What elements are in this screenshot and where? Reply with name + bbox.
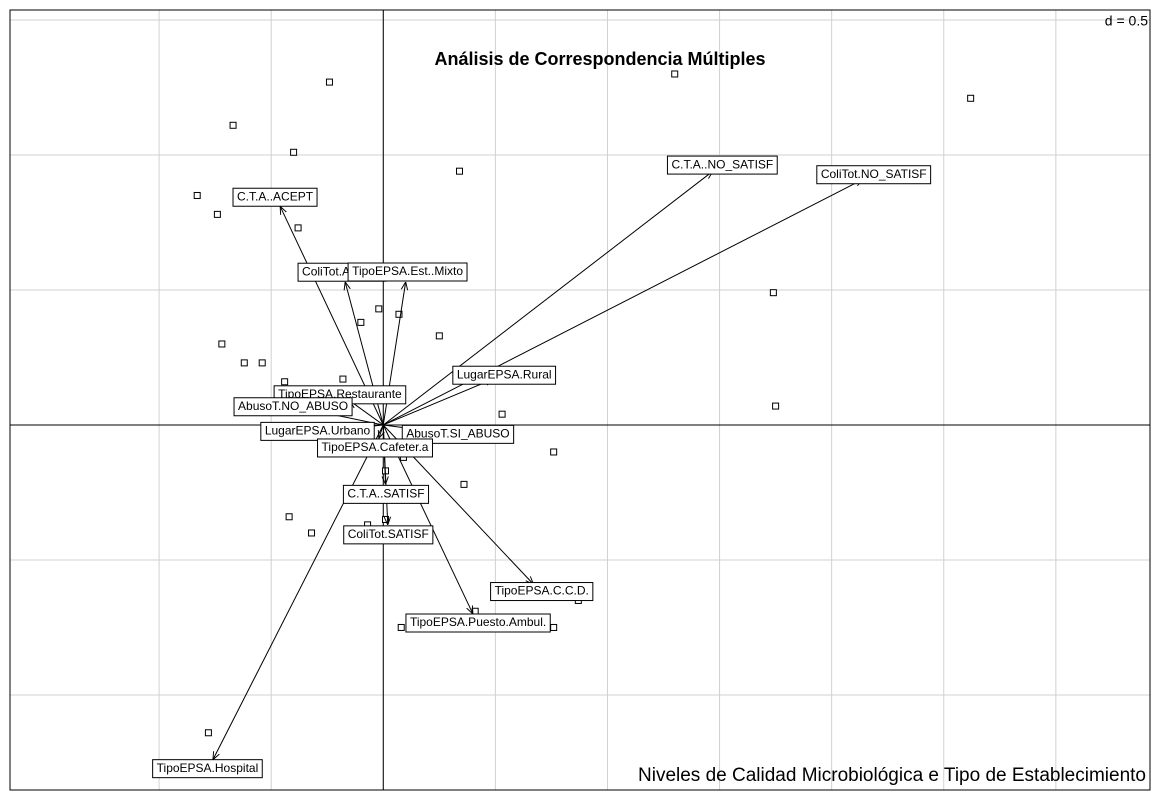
- label-box: [405, 613, 551, 633]
- point: [772, 402, 780, 410]
- point: [460, 480, 468, 488]
- label-box: [666, 155, 778, 175]
- label-box: [347, 262, 468, 282]
- arrow-label: TipoEPSA.Hospital: [157, 761, 259, 775]
- arrow-label: LugarEPSA.Rural: [457, 367, 552, 381]
- point: [498, 410, 506, 418]
- point: [258, 359, 266, 367]
- arrow-label: TipoEPSA.C.C.D.: [495, 584, 589, 598]
- point: [395, 310, 403, 318]
- point: [967, 94, 975, 102]
- point: [204, 729, 212, 737]
- plot-area: [10, 10, 1150, 790]
- point: [375, 305, 383, 313]
- point: [281, 378, 289, 386]
- label-box: [816, 165, 932, 185]
- arrow-label: AbusoT.SI_ABUSO: [406, 427, 509, 441]
- arrow-label: ColiTot.SATISF: [348, 527, 429, 541]
- arrow-label: TipoEPSA.Cafeter.a: [322, 440, 429, 454]
- scale-label: d = 0.5: [1105, 13, 1148, 29]
- label-box: [317, 438, 433, 458]
- arrow: [382, 171, 713, 426]
- label-box: [232, 187, 318, 207]
- point: [229, 121, 237, 129]
- plot-border: [9, 9, 1151, 791]
- point: [308, 529, 316, 537]
- arrow: [383, 379, 493, 426]
- point: [285, 513, 293, 521]
- label-box: [152, 759, 263, 779]
- arrow-label: ColiTot.NO_SATISF: [821, 167, 927, 181]
- arrow-label: AbusoT.NO_ABUSO: [238, 399, 348, 413]
- point: [435, 332, 443, 340]
- chart-subtitle: Niveles de Calidad Microbiológica e Tipo…: [638, 765, 1146, 786]
- point: [213, 210, 221, 218]
- point: [550, 623, 558, 631]
- arrow-label: LugarEPSA.Urbano: [265, 424, 371, 438]
- label-box: [452, 365, 557, 385]
- label-box: [490, 582, 594, 602]
- arrow-label: C.T.A..NO_SATISF: [671, 157, 773, 171]
- arrow-label: C.T.A..SATISF: [347, 487, 424, 501]
- chart-title: Análisis de Correspondencia Múltiples: [434, 49, 765, 69]
- point: [671, 70, 679, 78]
- arrow-label: C.T.A..ACEPT: [237, 189, 314, 203]
- point: [769, 289, 777, 297]
- label-box: [343, 525, 434, 545]
- point: [357, 318, 365, 326]
- point: [397, 623, 405, 631]
- label-box: [342, 484, 430, 504]
- point: [550, 448, 558, 456]
- label-box: [233, 397, 353, 417]
- arrow-label: TipoEPSA.Est..Mixto: [352, 264, 463, 278]
- point: [193, 191, 201, 199]
- arrow: [350, 401, 384, 426]
- point: [240, 359, 248, 367]
- arrow: [379, 424, 383, 438]
- point: [218, 340, 226, 348]
- point: [455, 167, 463, 175]
- point: [339, 375, 347, 383]
- arrow: [213, 424, 384, 760]
- point: [294, 224, 302, 232]
- arrow-label: TipoEPSA.Puesto.Ambul.: [410, 615, 546, 629]
- point: [290, 148, 298, 156]
- point: [325, 78, 333, 86]
